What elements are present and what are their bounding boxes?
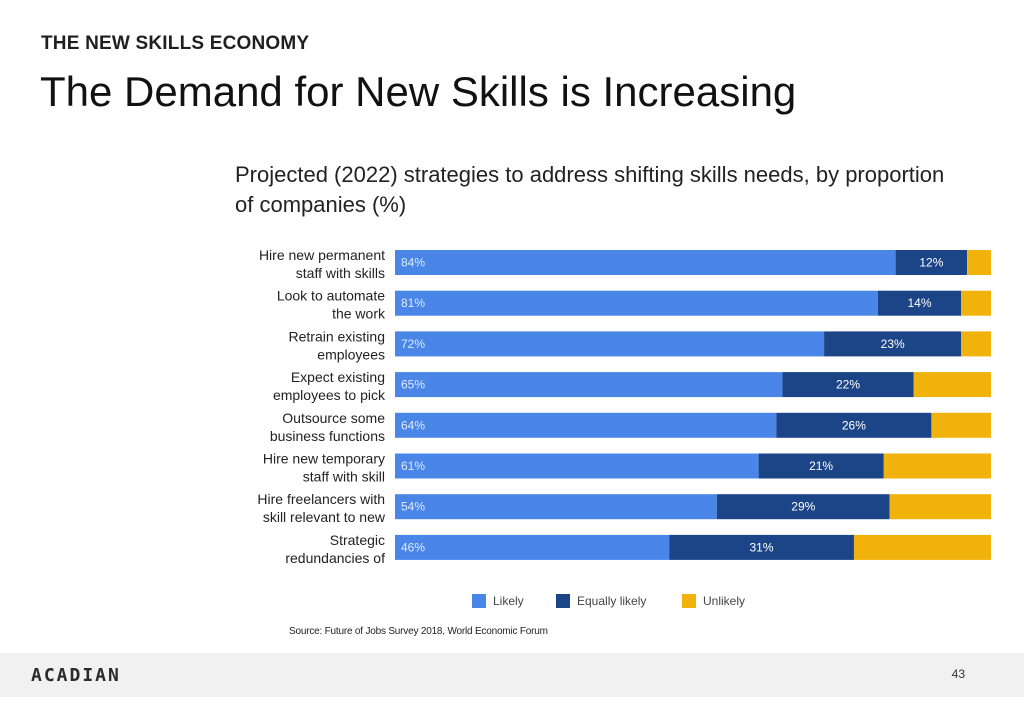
bar-unlikely [931,412,991,438]
data-label: 31% [749,540,773,554]
source-note: Source: Future of Jobs Survey 2018, Worl… [289,626,548,637]
bar-likely [395,453,759,479]
data-label: 21% [809,459,833,473]
bar-likely [395,534,670,560]
bar-equally-likely [776,412,932,438]
category-label: Outsource some business functions [270,410,385,444]
category-label: Look to automate the work [277,288,386,322]
bar-likely [395,372,783,398]
bar-equally-likely [877,290,962,316]
category-label: Hire new temporary staff with skill [263,451,385,485]
bar-likely [395,290,878,316]
legend-label: Likely [493,594,524,608]
data-label: 54% [401,500,425,514]
bar-equally-likely [824,331,962,357]
data-label: 61% [401,459,425,473]
page-title: The Demand for New Skills is Increasing [40,68,797,115]
category-label: Expect existing employees to pick [273,369,386,403]
category-label: Hire new permanent staff with skills [259,247,385,281]
bar-likely [395,331,825,357]
bar-equally-likely [716,494,890,520]
bar-equally-likely [758,453,884,479]
data-label: 72% [401,337,425,351]
bar-unlikely [961,331,991,357]
category-label: Hire freelancers with skill relevant to n… [257,491,385,525]
legend-label: Equally likely [577,594,646,608]
data-label: 12% [919,256,943,270]
bar-likely [395,250,896,275]
chart: Hire new permanent staff with skills 84% 12… [257,247,991,608]
data-label: 26% [842,418,866,432]
bar-likely [395,412,777,438]
data-label: 84% [401,256,425,270]
data-label: 23% [881,337,905,351]
data-label: 65% [401,378,425,392]
bar-equally-likely [669,534,854,560]
eyebrow-title: THE NEW SKILLS ECONOMY [41,33,310,54]
company-logo: ACADIAN [31,665,121,686]
bar-unlikely [853,534,991,560]
data-label: 64% [401,418,425,432]
page-number: 43 [951,667,965,681]
bar-likely [395,494,717,520]
data-label: 14% [907,296,931,310]
legend-label: Unlikely [703,594,745,608]
data-label: 46% [401,540,425,554]
data-label: 29% [791,500,815,514]
data-label: 22% [836,378,860,392]
bar-unlikely [913,372,991,398]
data-label: 81% [401,296,425,310]
bar-unlikely [889,494,991,520]
legend-swatch-likely [472,594,486,608]
bar-equally-likely [895,250,968,275]
bar-equally-likely [782,372,914,398]
bar-unlikely [967,250,991,275]
bar-unlikely [961,290,991,316]
legend-swatch-equally-likely [556,594,570,608]
category-label: Retrain existing employees [289,328,386,362]
chart-title: Projected (2022) strategies to address s… [235,162,945,217]
category-label: Strategic redundancies of [285,532,385,566]
legend-swatch-unlikely [682,594,696,608]
footer-bar: ACADIAN 43 [0,653,1024,697]
bar-unlikely [883,453,991,479]
